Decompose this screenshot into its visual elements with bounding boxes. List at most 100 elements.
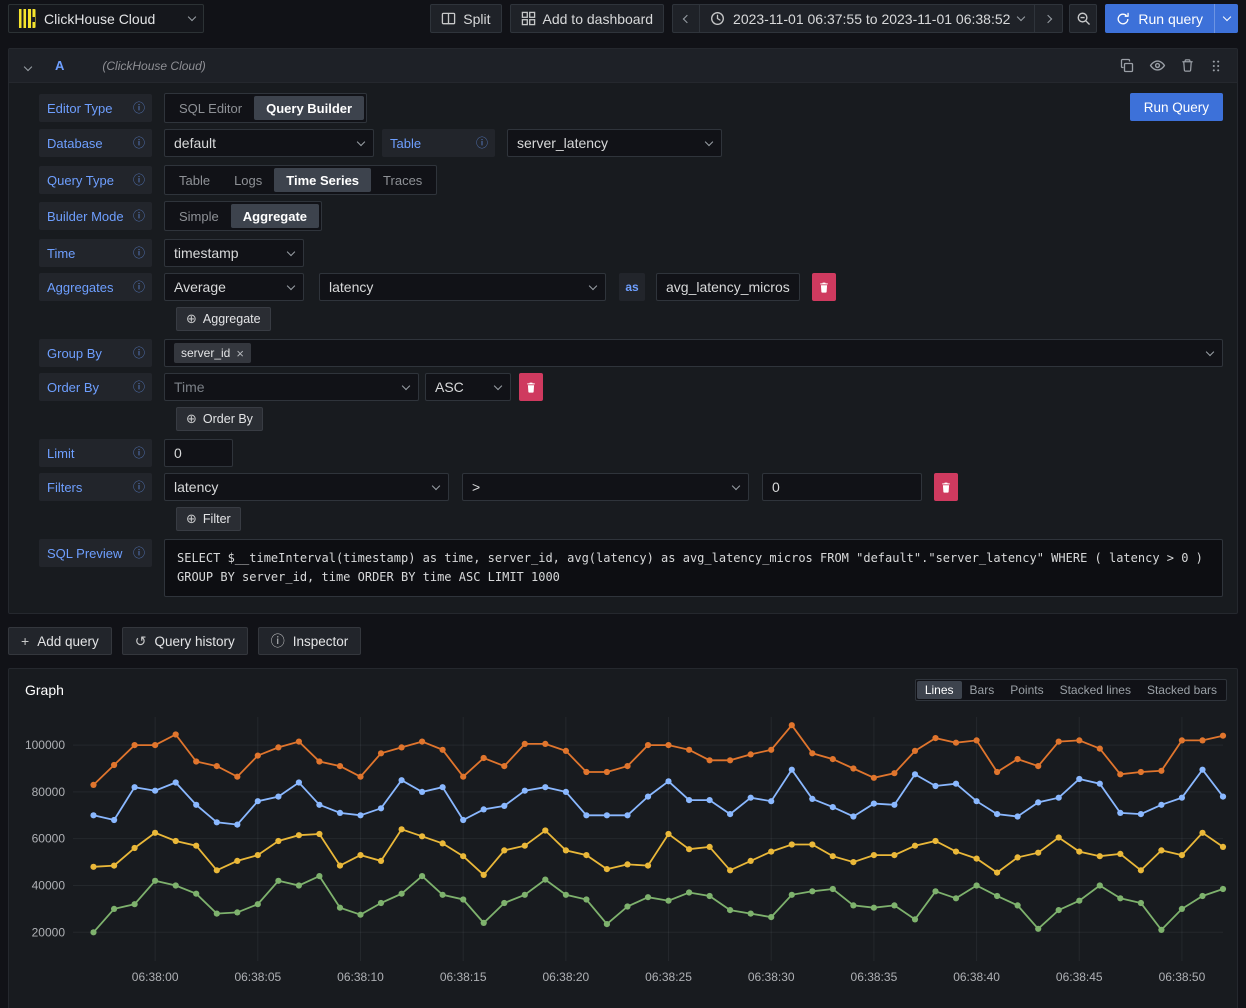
remove-aggregate-button[interactable] [812, 273, 836, 301]
filter-value-input[interactable] [762, 473, 922, 501]
limit-input[interactable] [164, 439, 233, 467]
order-by-direction-select[interactable]: ASC [425, 373, 511, 401]
legend-label: avg_latency_micros b [201, 1006, 317, 1008]
datasource-name: ClickHouse Cloud [44, 10, 156, 27]
plus-circle-icon: ⊕ [186, 511, 197, 526]
query-type-table[interactable]: Table [167, 168, 222, 192]
svg-text:06:38:50: 06:38:50 [1159, 970, 1206, 984]
svg-text:06:38:15: 06:38:15 [440, 970, 487, 984]
clock-icon [711, 12, 724, 25]
group-by-multiselect[interactable]: server_id × [164, 339, 1223, 367]
graph-mode-bars[interactable]: Bars [962, 681, 1003, 699]
time-forward-button[interactable] [1035, 4, 1064, 33]
remove-chip-icon[interactable]: × [236, 345, 244, 361]
info-icon[interactable]: ⓘ [132, 480, 145, 494]
query-history-button[interactable]: ↺ Query history [121, 627, 248, 655]
row-group-by: Group By ⓘ server_id × [39, 339, 1223, 367]
run-query-dropdown-button[interactable] [1214, 4, 1238, 33]
row-query-type: Query Type ⓘ Table Logs Time Series Trac… [39, 165, 1223, 195]
explore-actions: + Add query ↺ Query history ⓘ Inspector [8, 627, 1238, 655]
database-label: Database ⓘ [39, 129, 152, 157]
filter-operator-select[interactable]: > [462, 473, 749, 501]
hide-response-eye-icon[interactable] [1149, 57, 1166, 74]
row-add-order-by: ⊕ Order By [176, 407, 1223, 431]
info-icon[interactable]: ⓘ [475, 136, 488, 150]
chevron-down-icon [1222, 12, 1231, 22]
query-type-logs[interactable]: Logs [222, 168, 274, 192]
info-icon[interactable]: ⓘ [132, 380, 145, 394]
builder-mode-simple[interactable]: Simple [167, 204, 231, 228]
query-row-header[interactable]: A (ClickHouse Cloud) [9, 49, 1237, 83]
graph-mode-points[interactable]: Points [1002, 681, 1051, 699]
top-bar: ClickHouse Cloud Split Add to dashboard … [0, 0, 1246, 37]
legend-item-a[interactable]: avg_latency_micros a [25, 1006, 162, 1008]
timeseries-chart[interactable]: 20000 40000 60000 80000 100000 06:38:00 06:38:… [17, 703, 1231, 999]
aggregate-alias-input[interactable] [656, 273, 800, 301]
run-query-button[interactable]: Run query [1105, 4, 1214, 33]
zoom-out-icon [1077, 12, 1090, 25]
remove-query-trash-icon[interactable] [1180, 58, 1195, 73]
row-database-table: Database ⓘ default Table ⓘ server_latenc… [39, 129, 1223, 157]
add-to-dashboard-button[interactable]: Add to dashboard [509, 4, 665, 33]
builder-mode-aggregate[interactable]: Aggregate [230, 204, 320, 228]
time-column-select[interactable]: timestamp [164, 239, 304, 267]
svg-text:06:38:05: 06:38:05 [234, 970, 281, 984]
inspector-button[interactable]: ⓘ Inspector [257, 627, 362, 655]
builder-mode-label: Builder Mode ⓘ [39, 202, 152, 230]
add-filter-button[interactable]: ⊕ Filter [176, 507, 241, 531]
database-select[interactable]: default [164, 129, 374, 157]
graph-mode-stacked-bars[interactable]: Stacked bars [1139, 681, 1225, 699]
info-icon[interactable]: ⓘ [132, 546, 145, 560]
run-query-split-button: Run query [1105, 4, 1238, 33]
chevron-down-icon [401, 381, 411, 390]
remove-order-by-button[interactable] [519, 373, 543, 401]
info-icon[interactable]: ⓘ [132, 173, 145, 187]
legend-label: avg_latency_micros d [511, 1006, 627, 1008]
legend-item-c[interactable]: avg_latency_micros c [335, 1006, 471, 1008]
refresh-icon [1117, 12, 1130, 24]
query-type-time-series[interactable]: Time Series [274, 168, 372, 192]
info-icon[interactable]: ⓘ [132, 246, 145, 260]
info-icon[interactable]: ⓘ [132, 209, 145, 223]
query-type-label: Query Type ⓘ [39, 166, 152, 194]
row-add-filter: ⊕ Filter [176, 507, 1223, 531]
run-query-panel-button[interactable]: Run Query [1129, 93, 1223, 121]
query-builder-form: Run Query Editor Type ⓘ SQL Editor Query… [9, 83, 1237, 613]
aggregate-function-select[interactable]: Average [164, 273, 304, 301]
aggregate-column-select[interactable]: latency [319, 273, 606, 301]
legend-item-d[interactable]: avg_latency_micros d [490, 1006, 627, 1008]
time-range-picker[interactable]: 2023-11-01 06:37:55 to 2023-11-01 06:38:… [700, 4, 1036, 33]
split-button[interactable]: Split [430, 4, 502, 33]
chevron-down-icon [731, 481, 741, 490]
graph-mode-stacked-lines[interactable]: Stacked lines [1052, 681, 1139, 699]
table-select[interactable]: server_latency [507, 129, 722, 157]
order-by-field-select[interactable]: Time [164, 373, 419, 401]
editor-type-query-builder[interactable]: Query Builder [254, 96, 365, 120]
datasource-picker[interactable]: ClickHouse Cloud [8, 4, 204, 33]
zoom-out-button[interactable] [1069, 4, 1098, 33]
chart-legend: avg_latency_micros a avg_latency_micros … [9, 1004, 1237, 1008]
filter-column-select[interactable]: latency [164, 473, 449, 501]
editor-type-sql-editor[interactable]: SQL Editor [167, 96, 254, 120]
info-icon[interactable]: ⓘ [132, 136, 145, 150]
chevron-down-icon [588, 281, 598, 290]
add-query-button[interactable]: + Add query [8, 627, 112, 655]
add-order-by-button[interactable]: ⊕ Order By [176, 407, 263, 431]
svg-text:100000: 100000 [25, 738, 65, 752]
info-icon[interactable]: ⓘ [132, 446, 145, 460]
graph-mode-lines[interactable]: Lines [916, 681, 962, 699]
collapse-chevron-icon[interactable] [23, 57, 33, 75]
add-aggregate-button[interactable]: ⊕ Aggregate [176, 307, 271, 331]
info-icon[interactable]: ⓘ [132, 101, 145, 115]
query-type-traces[interactable]: Traces [371, 168, 434, 192]
svg-text:06:38:00: 06:38:00 [132, 970, 179, 984]
legend-item-b[interactable]: avg_latency_micros b [180, 1006, 317, 1008]
drag-handle-icon[interactable] [1209, 59, 1223, 73]
time-back-button[interactable] [672, 4, 701, 33]
row-limit: Limit ⓘ [39, 439, 1223, 467]
info-icon[interactable]: ⓘ [132, 346, 145, 360]
info-icon[interactable]: ⓘ [132, 280, 145, 294]
legend-label: avg_latency_micros a [46, 1006, 162, 1008]
remove-filter-button[interactable] [934, 473, 958, 501]
duplicate-query-icon[interactable] [1119, 58, 1135, 74]
